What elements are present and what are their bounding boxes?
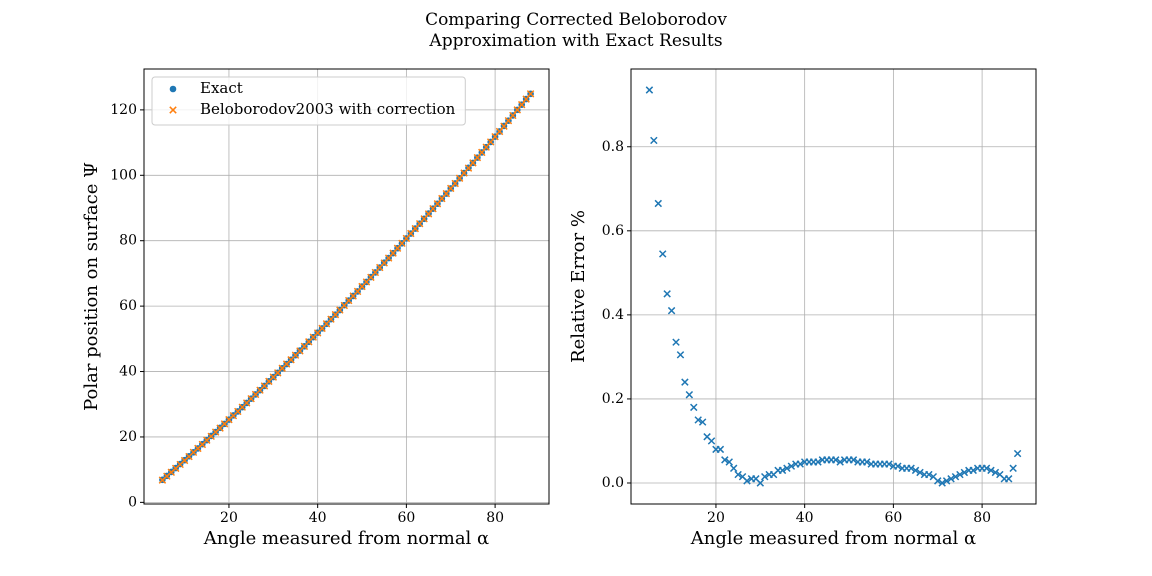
legend-marker [169,106,177,114]
point [1004,475,1013,483]
legend-box [151,76,466,126]
y-tick-label: 60 [119,298,137,314]
point [938,479,946,487]
point [663,290,671,298]
x-tick-label: 20 [220,510,238,526]
y-tick-label: 0.0 [602,475,624,491]
point [916,468,924,477]
y-axis-label: Relative Error % [568,210,589,363]
point [885,460,893,468]
point [849,456,858,464]
y-tick-label: 0.4 [602,307,624,323]
x-tick-label: 80 [973,510,991,526]
y-tick-label: 0.6 [602,223,624,239]
point [694,416,702,424]
y-tick-label: 20 [119,429,137,445]
point [951,472,960,481]
point [743,477,751,485]
point [672,338,680,346]
axes-frame [630,68,1037,505]
point [925,470,933,479]
point [650,136,658,145]
point [716,445,725,454]
point [698,418,707,426]
point [863,458,871,466]
point [987,466,995,475]
legend: Exact Beloborodov2003 with correction [151,76,466,126]
point [658,250,667,258]
point [814,458,822,466]
figure-title: Comparing Corrected Beloborodov Approxima… [425,10,727,51]
x-tick-label: 60 [397,510,415,526]
y-axis-label: Polar position on surface Ψ [81,162,102,411]
point [911,466,920,475]
x-tick-label: 40 [796,510,814,526]
point [991,468,1000,477]
legend-label: Exact [200,79,243,97]
point [690,403,698,412]
point [1009,464,1017,473]
legend-label: Beloborodov2003 with correction [200,100,456,118]
y-tick-label: 120 [110,102,137,118]
y-tick-label: 0.8 [602,139,624,155]
y-tick-label: 80 [119,233,137,249]
point [894,462,902,470]
point [721,456,729,464]
point [947,475,955,483]
x-tick-label: 40 [309,510,327,526]
legend-marker [169,85,177,93]
point [761,472,769,481]
point [796,460,804,468]
x-axis-label: Angle measured from normal α [690,528,976,549]
point [778,466,787,475]
point [685,390,694,399]
y-tick-label: 100 [110,167,137,183]
point [960,468,969,477]
point [956,470,964,479]
x-tick-label: 80 [486,510,504,526]
point [654,199,663,208]
y-tick-label: 0.2 [602,391,624,407]
point [517,100,526,109]
point [787,462,796,470]
point [907,464,915,473]
x-tick-label: 60 [884,510,902,526]
point [756,479,765,487]
point [1013,449,1022,458]
point [969,466,977,475]
point [831,456,840,464]
point [667,306,676,315]
axes-frame [143,68,550,505]
x-tick-label: 20 [707,510,725,526]
point [681,378,689,386]
point [729,464,738,473]
x-axis-label: Angle measured from normal α [203,528,489,549]
y-tick-label: 40 [119,364,137,380]
point [500,122,508,130]
point [725,458,733,466]
point [836,458,844,466]
point [942,477,951,485]
point [526,90,535,98]
point [509,111,517,120]
point [783,464,791,473]
point [934,477,942,485]
point [645,86,654,94]
point [982,464,991,473]
point [676,351,685,359]
point [707,437,716,445]
point [734,470,742,479]
y-tick-label: 0 [128,494,137,510]
